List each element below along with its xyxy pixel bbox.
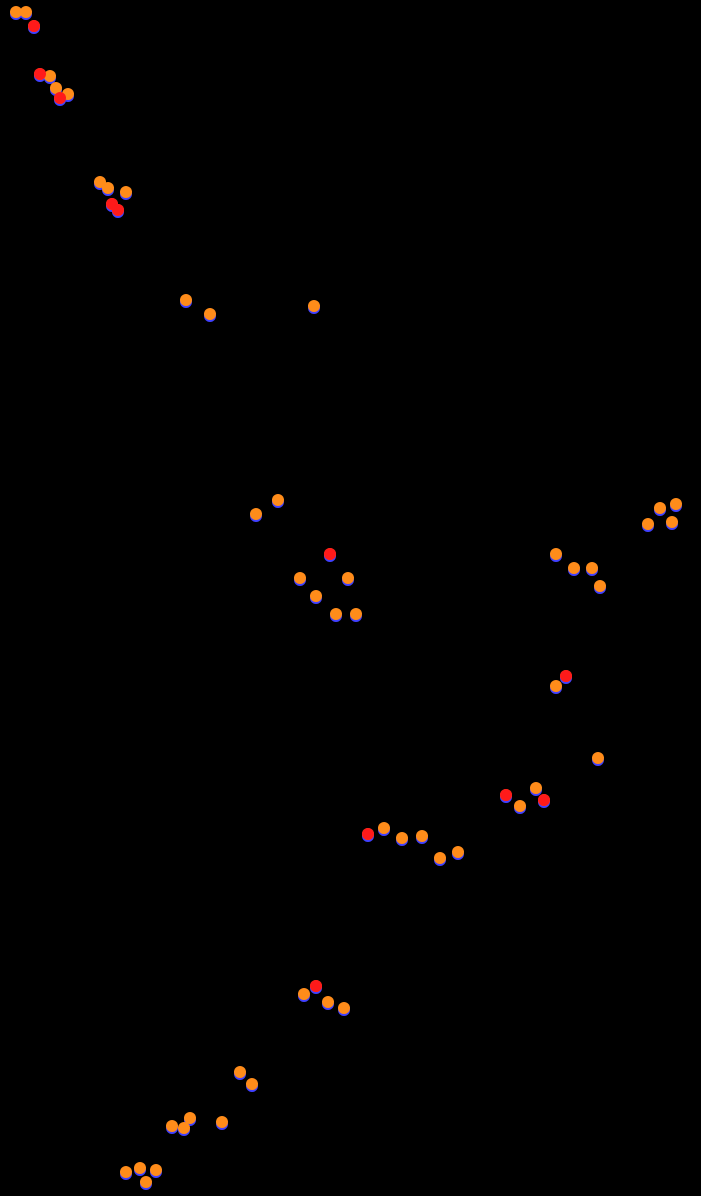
data-point bbox=[178, 1122, 190, 1134]
data-point bbox=[586, 562, 598, 574]
data-point bbox=[378, 822, 390, 834]
data-point bbox=[654, 502, 666, 514]
data-point bbox=[34, 68, 46, 80]
data-point bbox=[310, 590, 322, 602]
data-point bbox=[550, 680, 562, 692]
data-point bbox=[338, 1002, 350, 1014]
data-point bbox=[330, 608, 342, 620]
data-point bbox=[538, 794, 550, 806]
data-point bbox=[20, 6, 32, 18]
data-point bbox=[550, 548, 562, 560]
data-point bbox=[134, 1162, 146, 1174]
data-point bbox=[272, 494, 284, 506]
data-point bbox=[204, 308, 216, 320]
data-point bbox=[514, 800, 526, 812]
data-point bbox=[342, 572, 354, 584]
data-point bbox=[54, 92, 66, 104]
data-point bbox=[322, 996, 334, 1008]
data-point bbox=[434, 852, 446, 864]
data-point bbox=[216, 1116, 228, 1128]
data-point bbox=[396, 832, 408, 844]
data-point bbox=[180, 294, 192, 306]
data-point bbox=[642, 518, 654, 530]
data-point bbox=[670, 498, 682, 510]
data-point bbox=[310, 980, 322, 992]
data-point bbox=[666, 516, 678, 528]
data-point bbox=[594, 580, 606, 592]
data-point bbox=[166, 1120, 178, 1132]
data-point bbox=[112, 204, 124, 216]
scatter-plot bbox=[0, 0, 701, 1196]
data-point bbox=[184, 1112, 196, 1124]
data-point bbox=[102, 182, 114, 194]
data-point bbox=[452, 846, 464, 858]
data-point bbox=[350, 608, 362, 620]
data-point bbox=[560, 670, 572, 682]
data-point bbox=[500, 789, 512, 801]
data-point bbox=[120, 1166, 132, 1178]
data-point bbox=[362, 828, 374, 840]
data-point bbox=[308, 300, 320, 312]
data-point bbox=[246, 1078, 258, 1090]
data-point bbox=[120, 186, 132, 198]
data-point bbox=[44, 70, 56, 82]
data-point bbox=[530, 782, 542, 794]
data-point bbox=[324, 548, 336, 560]
data-point bbox=[294, 572, 306, 584]
data-point bbox=[28, 20, 40, 32]
data-point bbox=[250, 508, 262, 520]
data-point bbox=[568, 562, 580, 574]
data-point bbox=[150, 1164, 162, 1176]
data-point bbox=[234, 1066, 246, 1078]
data-point bbox=[592, 752, 604, 764]
data-point bbox=[298, 988, 310, 1000]
data-point bbox=[140, 1176, 152, 1188]
data-point bbox=[416, 830, 428, 842]
